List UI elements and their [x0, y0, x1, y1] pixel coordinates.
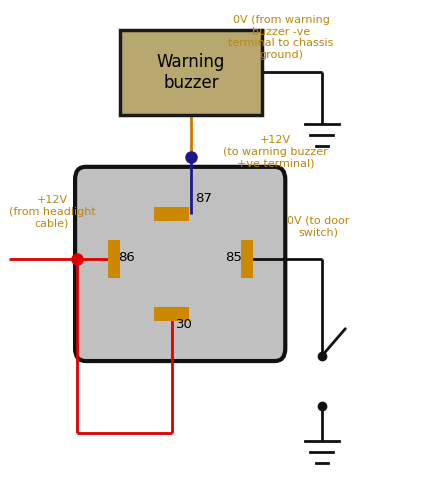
Text: 30: 30 — [176, 318, 193, 331]
Text: 0V (from warning
buzzer -ve
terminal to chassis
ground): 0V (from warning buzzer -ve terminal to … — [228, 15, 334, 60]
Text: 87: 87 — [195, 192, 212, 205]
FancyBboxPatch shape — [75, 167, 285, 361]
Bar — [154, 207, 189, 221]
Text: 85: 85 — [225, 251, 242, 264]
Text: +12V
(from headlight
cable): +12V (from headlight cable) — [9, 195, 95, 228]
Text: 0V (to door
switch): 0V (to door switch) — [287, 216, 350, 238]
Text: +12V
(to warning buzzer
+ve terminal): +12V (to warning buzzer +ve terminal) — [223, 135, 328, 168]
Text: 86: 86 — [118, 251, 135, 264]
Text: Warning
buzzer: Warning buzzer — [157, 53, 225, 92]
Bar — [241, 240, 253, 277]
Bar — [154, 307, 189, 321]
FancyBboxPatch shape — [120, 30, 262, 115]
Bar — [108, 240, 120, 277]
